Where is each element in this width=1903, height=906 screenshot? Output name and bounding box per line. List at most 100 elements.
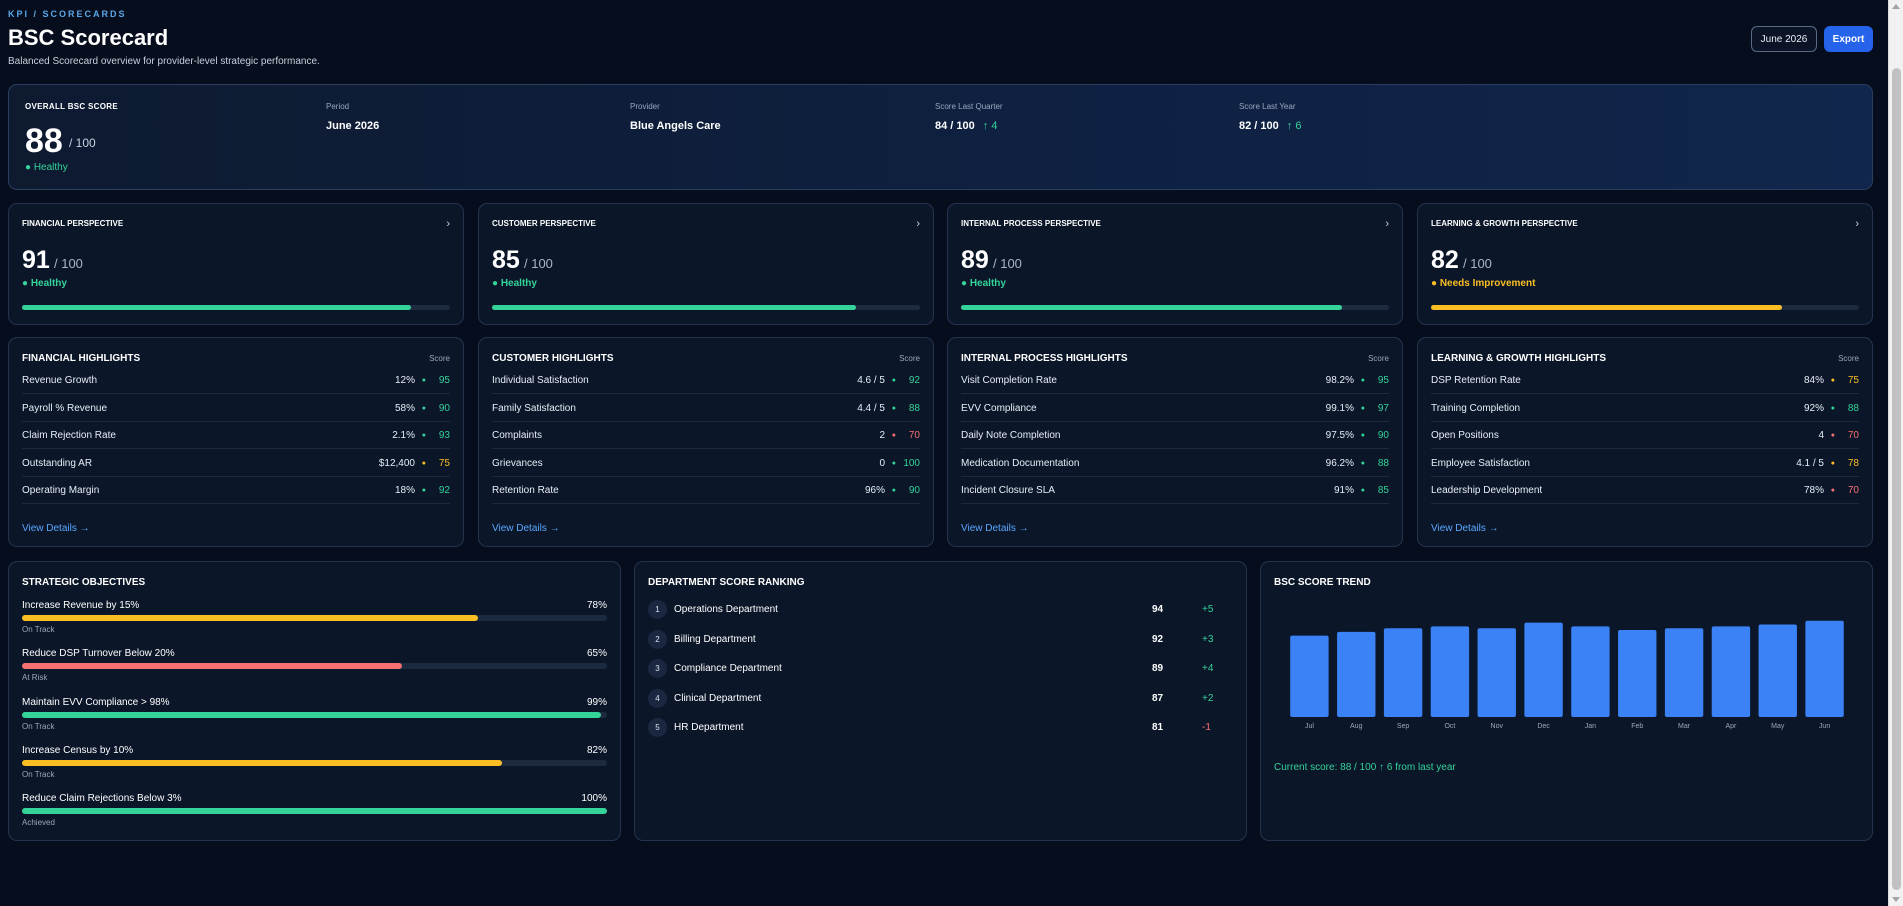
chevron-right-icon[interactable]: › (1855, 218, 1859, 230)
highlights-card: LEARNING & GROWTH HIGHLIGHTS Score DSP Ret… (1417, 337, 1873, 547)
rank-number: 4 (648, 688, 667, 708)
view-details-link[interactable]: View Details → (961, 523, 1029, 534)
trend-bar[interactable] (1664, 628, 1704, 717)
export-button[interactable]: Export (1824, 26, 1873, 52)
metric-name: Retention Rate (492, 485, 559, 496)
perspective-progress-fill (22, 305, 412, 310)
metric-value: 2.1% (392, 430, 415, 441)
trend-bar[interactable] (1618, 630, 1657, 717)
trend-bar[interactable] (1430, 626, 1470, 717)
trend-bar[interactable] (1758, 624, 1797, 718)
status-dot-icon: ● (1830, 487, 1835, 494)
breadcrumb[interactable]: KPI / SCORECARDS (8, 9, 127, 19)
scroll-up-icon[interactable] (1892, 4, 1900, 9)
trend-x-tick-label: Jun (1819, 723, 1830, 730)
scrollbar-thumb[interactable] (1892, 68, 1901, 890)
metric-value: 92% (1803, 402, 1824, 414)
last-year-delta: ↑ 6 (1286, 120, 1302, 132)
trend-bar[interactable] (1524, 622, 1563, 717)
department-row[interactable]: 2 Billing Department 92 +3 (648, 629, 1233, 660)
status-dot-icon: ● (961, 278, 970, 289)
perspective-status-label: Needs Improvement (1439, 278, 1536, 289)
department-name: HR Department (674, 722, 744, 734)
strategic-objectives-title: STRATEGIC OBJECTIVES (22, 577, 146, 588)
status-dot-icon: ● (421, 487, 426, 494)
department-row[interactable]: 5 HR Department 81 -1 (648, 718, 1233, 748)
score-trend-card: BSC SCORE TREND Jul Aug Sep Oct Nov Dec Jan Feb… (1260, 561, 1873, 841)
status-dot-icon: ● (1431, 278, 1440, 289)
perspective-label: CUSTOMER PERSPECTIVE (492, 219, 596, 228)
metric-value: 96% (864, 485, 885, 496)
highlight-row: Incident Closure SLA 91% ● 85 (961, 477, 1389, 504)
view-details-link[interactable]: View Details → (492, 523, 560, 534)
highlights-card: FINANCIAL HIGHLIGHTS Score Revenue Growth 1… (8, 337, 464, 547)
perspective-card[interactable]: CUSTOMER PERSPECTIVE › 85 / 100 ● Healthy (478, 203, 934, 325)
perspective-card[interactable]: FINANCIAL PERSPECTIVE › 91 / 100 ● Healthy (8, 203, 464, 325)
last-year-label: Score Last Year (1239, 102, 1296, 111)
department-score: 81 (1152, 722, 1164, 734)
objective-item: Reduce DSP Turnover Below 20% 65% At Risk (22, 648, 607, 696)
trend-bar[interactable] (1383, 628, 1423, 717)
objective-percent: 82% (586, 744, 607, 756)
status-dot-icon: ● (1360, 432, 1365, 439)
trend-bar[interactable] (1571, 626, 1610, 717)
trend-bar[interactable] (1477, 628, 1516, 717)
metric-score: 88 (1847, 402, 1859, 414)
last-quarter-delta: ↑ 4 (982, 120, 998, 132)
period-selector-button[interactable]: June 2026 (1751, 26, 1817, 52)
trend-bar[interactable] (1290, 635, 1329, 717)
perspective-progress-bar (22, 305, 450, 310)
department-ranking-card: DEPARTMENT SCORE RANKING 1 Operations Dep… (634, 561, 1247, 841)
score-column-header: Score (429, 354, 450, 363)
highlights-title: CUSTOMER HIGHLIGHTS (492, 353, 614, 364)
objective-percent: 99% (586, 696, 607, 708)
perspective-score: 91 (22, 246, 50, 274)
trend-bar[interactable] (1711, 626, 1751, 717)
objective-name: Reduce DSP Turnover Below 20% (22, 648, 175, 660)
perspective-score-max: / 100 (1463, 256, 1492, 271)
view-details-link[interactable]: View Details → (22, 523, 90, 534)
objective-name: Reduce Claim Rejections Below 3% (22, 793, 182, 805)
vertical-scrollbar[interactable] (1888, 0, 1903, 906)
metric-name: Complaints (492, 430, 543, 441)
objective-status: On Track (22, 721, 55, 731)
metric-value: 0 (879, 457, 885, 469)
view-details-link[interactable]: View Details → (1431, 523, 1499, 534)
metric-name: Family Satisfaction (492, 402, 576, 414)
chevron-right-icon[interactable]: › (916, 218, 920, 230)
highlight-row: Family Satisfaction 4.4 / 5 ● 88 (492, 395, 920, 422)
score-column-header: Score (1368, 354, 1389, 363)
objective-percent: 100% (581, 793, 607, 805)
highlights-title: LEARNING & GROWTH HIGHLIGHTS (1431, 353, 1606, 364)
metric-score: 70 (1847, 485, 1859, 496)
metric-value: 4.6 / 5 (857, 375, 885, 386)
chevron-right-icon[interactable]: › (446, 218, 450, 230)
perspective-card[interactable]: LEARNING & GROWTH PERSPECTIVE › 82 / 100 ● N… (1417, 203, 1873, 325)
objective-item: Reduce Claim Rejections Below 3% 100% Achi… (22, 793, 607, 841)
department-score-delta: -1 (1202, 722, 1211, 734)
metric-name: Daily Note Completion (961, 430, 1061, 441)
department-score-delta: +3 (1202, 633, 1214, 645)
metric-name: Visit Completion Rate (961, 375, 1057, 386)
objective-item: Increase Census by 10% 82% On Track (22, 745, 607, 793)
objective-status: On Track (22, 769, 55, 779)
trend-bar[interactable] (1337, 631, 1376, 717)
last-year-score: 82 / 100 (1239, 120, 1279, 132)
department-row[interactable]: 1 Operations Department 94 +5 (648, 600, 1233, 630)
trend-x-tick-label: Sep (1397, 723, 1410, 730)
chevron-right-icon[interactable]: › (1385, 218, 1389, 230)
metric-value: 12% (394, 375, 415, 386)
department-score-delta: +2 (1202, 692, 1214, 704)
scroll-down-icon[interactable] (1892, 897, 1900, 902)
objective-progress-bar (22, 663, 607, 670)
perspective-progress-fill (961, 305, 1342, 310)
trend-bar[interactable] (1805, 620, 1844, 717)
department-row[interactable]: 3 Compliance Department 89 +4 (648, 659, 1233, 689)
metric-score: 92 (438, 485, 450, 496)
provider-value: Blue Angels Care (630, 120, 721, 132)
department-row[interactable]: 4 Clinical Department 87 +2 (648, 688, 1233, 719)
perspective-card[interactable]: INTERNAL PROCESS PERSPECTIVE › 89 / 100 ● He… (947, 203, 1403, 325)
trend-x-tick-label: Apr (1725, 723, 1737, 730)
objective-progress-fill (22, 615, 479, 621)
trend-x-tick-label: Jul (1305, 723, 1314, 730)
